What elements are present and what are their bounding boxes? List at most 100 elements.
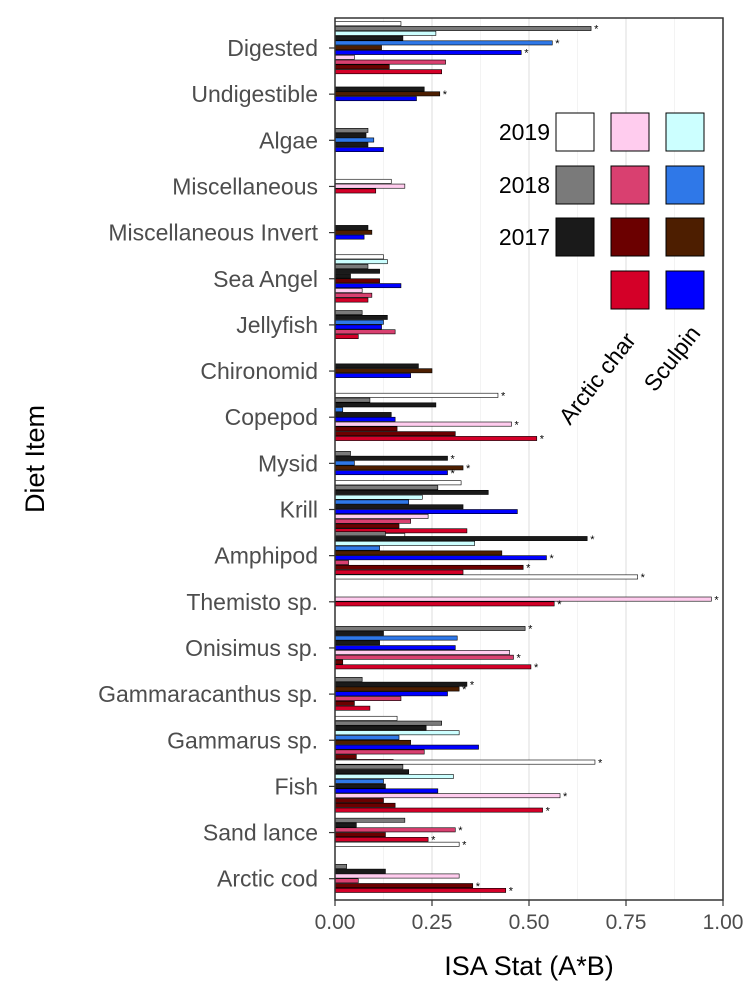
category-label: Chironomid [200,358,318,384]
bar [334,21,402,27]
bar [334,878,359,884]
significance-star: * [590,534,595,546]
bar [334,329,396,335]
bar [334,416,396,422]
bar [334,40,553,46]
legend-year-label: 2017 [499,224,550,250]
category-label: Gammarus sp. [167,727,318,753]
bar [334,314,388,320]
significance-star: * [466,463,471,475]
bar [334,30,437,36]
significance-star: * [528,624,533,636]
bar [334,278,380,284]
bar [334,778,384,784]
bar [334,873,460,879]
bar [334,264,369,269]
bar [334,635,458,641]
category-label: Amphipod [214,543,318,569]
legend-swatch [665,217,705,257]
significance-star: * [470,679,475,691]
bar [334,91,441,97]
bar [334,392,499,398]
bar [334,460,355,466]
category-label: Copepod [225,404,318,430]
bar [334,86,425,92]
bar [334,654,514,660]
bar [334,407,344,413]
bar [334,518,411,524]
significance-star: * [462,839,467,851]
bar [334,402,437,408]
significance-star: * [443,89,448,101]
bar [334,540,475,546]
legend-swatch [610,217,650,257]
bar [334,887,507,893]
bar [334,523,400,529]
x-tick-label: 0.25 [412,911,453,934]
category-label: Jellyfish [236,312,318,338]
bar [334,225,369,230]
bar [334,397,371,403]
bar [334,35,404,41]
bar [334,368,433,374]
bar [334,807,543,813]
bar [334,431,456,437]
significance-star: * [555,38,560,50]
bar [334,798,384,803]
bar [334,426,398,432]
significance-star: * [515,419,520,431]
legend-year-label: 2018 [499,172,550,198]
bar [334,254,384,260]
bar [334,513,429,519]
bar [334,802,396,808]
bar [334,725,427,731]
category-label: Krill [280,497,318,523]
bar [334,759,596,765]
bar [334,564,524,570]
bar [334,686,460,692]
bar [334,268,380,274]
x-tick-label: 0.75 [606,911,647,934]
bar [334,822,357,828]
bar [334,659,344,665]
bar [334,283,402,289]
category-label: Mysid [258,450,318,476]
bar [334,128,369,133]
bar [334,147,384,152]
category-label: Sand lance [203,820,318,846]
bar [334,234,365,240]
legend-swatch [665,112,705,152]
bar [334,273,351,279]
bar [334,640,380,646]
bar [334,451,351,456]
bar [334,188,377,194]
bar [334,59,446,65]
significance-star: * [598,757,603,769]
bar [334,555,547,561]
significance-star: * [458,825,463,837]
bar [334,730,460,736]
bar [334,754,357,760]
legend-swatch [610,112,650,152]
bar [334,793,561,799]
legend-year-swatch [555,217,595,257]
bar [334,509,518,514]
bar [334,769,410,775]
significance-star: * [714,594,719,606]
bar [334,363,419,369]
bar [334,494,423,500]
bar [334,480,462,486]
significance-star: * [431,835,436,847]
bar [334,676,363,682]
bar [334,837,429,842]
significance-star: * [546,805,551,817]
bar [334,50,522,55]
significance-star: * [540,434,545,446]
bar [334,783,386,789]
bar [334,137,375,143]
bar [334,817,406,823]
bar [334,373,411,378]
bar [334,54,355,60]
bar [334,691,448,697]
